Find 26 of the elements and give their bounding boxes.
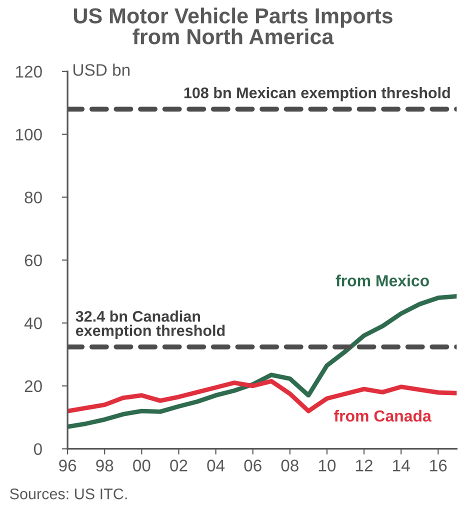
x-tick-label: 08: [281, 460, 298, 472]
y-tick-label: 20: [24, 380, 42, 392]
chart-title: US Motor Vehicle Parts Imports from North America: [74, 8, 392, 44]
x-tick-label: 12: [356, 460, 372, 472]
y-tick-label: 100: [16, 128, 42, 141]
x-tick-label: 02: [170, 460, 188, 472]
y-tick-label: 80: [24, 192, 42, 204]
source-note: Sources: US ITC.: [10, 488, 127, 500]
x-tick-label: 10: [318, 460, 336, 472]
ref-line-label: 32.4 bn Canadian exemption threshold: [76, 310, 225, 340]
series-label: from Canada: [334, 410, 432, 422]
x-tick-label: 04: [207, 460, 225, 472]
line-series: [68, 294, 457, 430]
x-tick-label: 14: [393, 460, 410, 472]
x-tick-label: 16: [430, 460, 447, 472]
x-tick-label: 00: [133, 460, 150, 472]
x-tick-label: 06: [244, 460, 262, 472]
y-tick-label: 0: [34, 443, 42, 456]
ref-line-label: 108 bn Mexican exemption threshold: [184, 87, 450, 102]
series-label: from Mexico: [336, 274, 429, 286]
x-tick-label: 96: [59, 460, 76, 472]
x-tick-label: 98: [96, 460, 114, 472]
y-tick-label: 40: [24, 317, 42, 330]
y-tick-label: 120: [16, 66, 42, 78]
y-axis-title: USD bn: [74, 64, 130, 76]
y-tick-label: 60: [24, 254, 42, 266]
